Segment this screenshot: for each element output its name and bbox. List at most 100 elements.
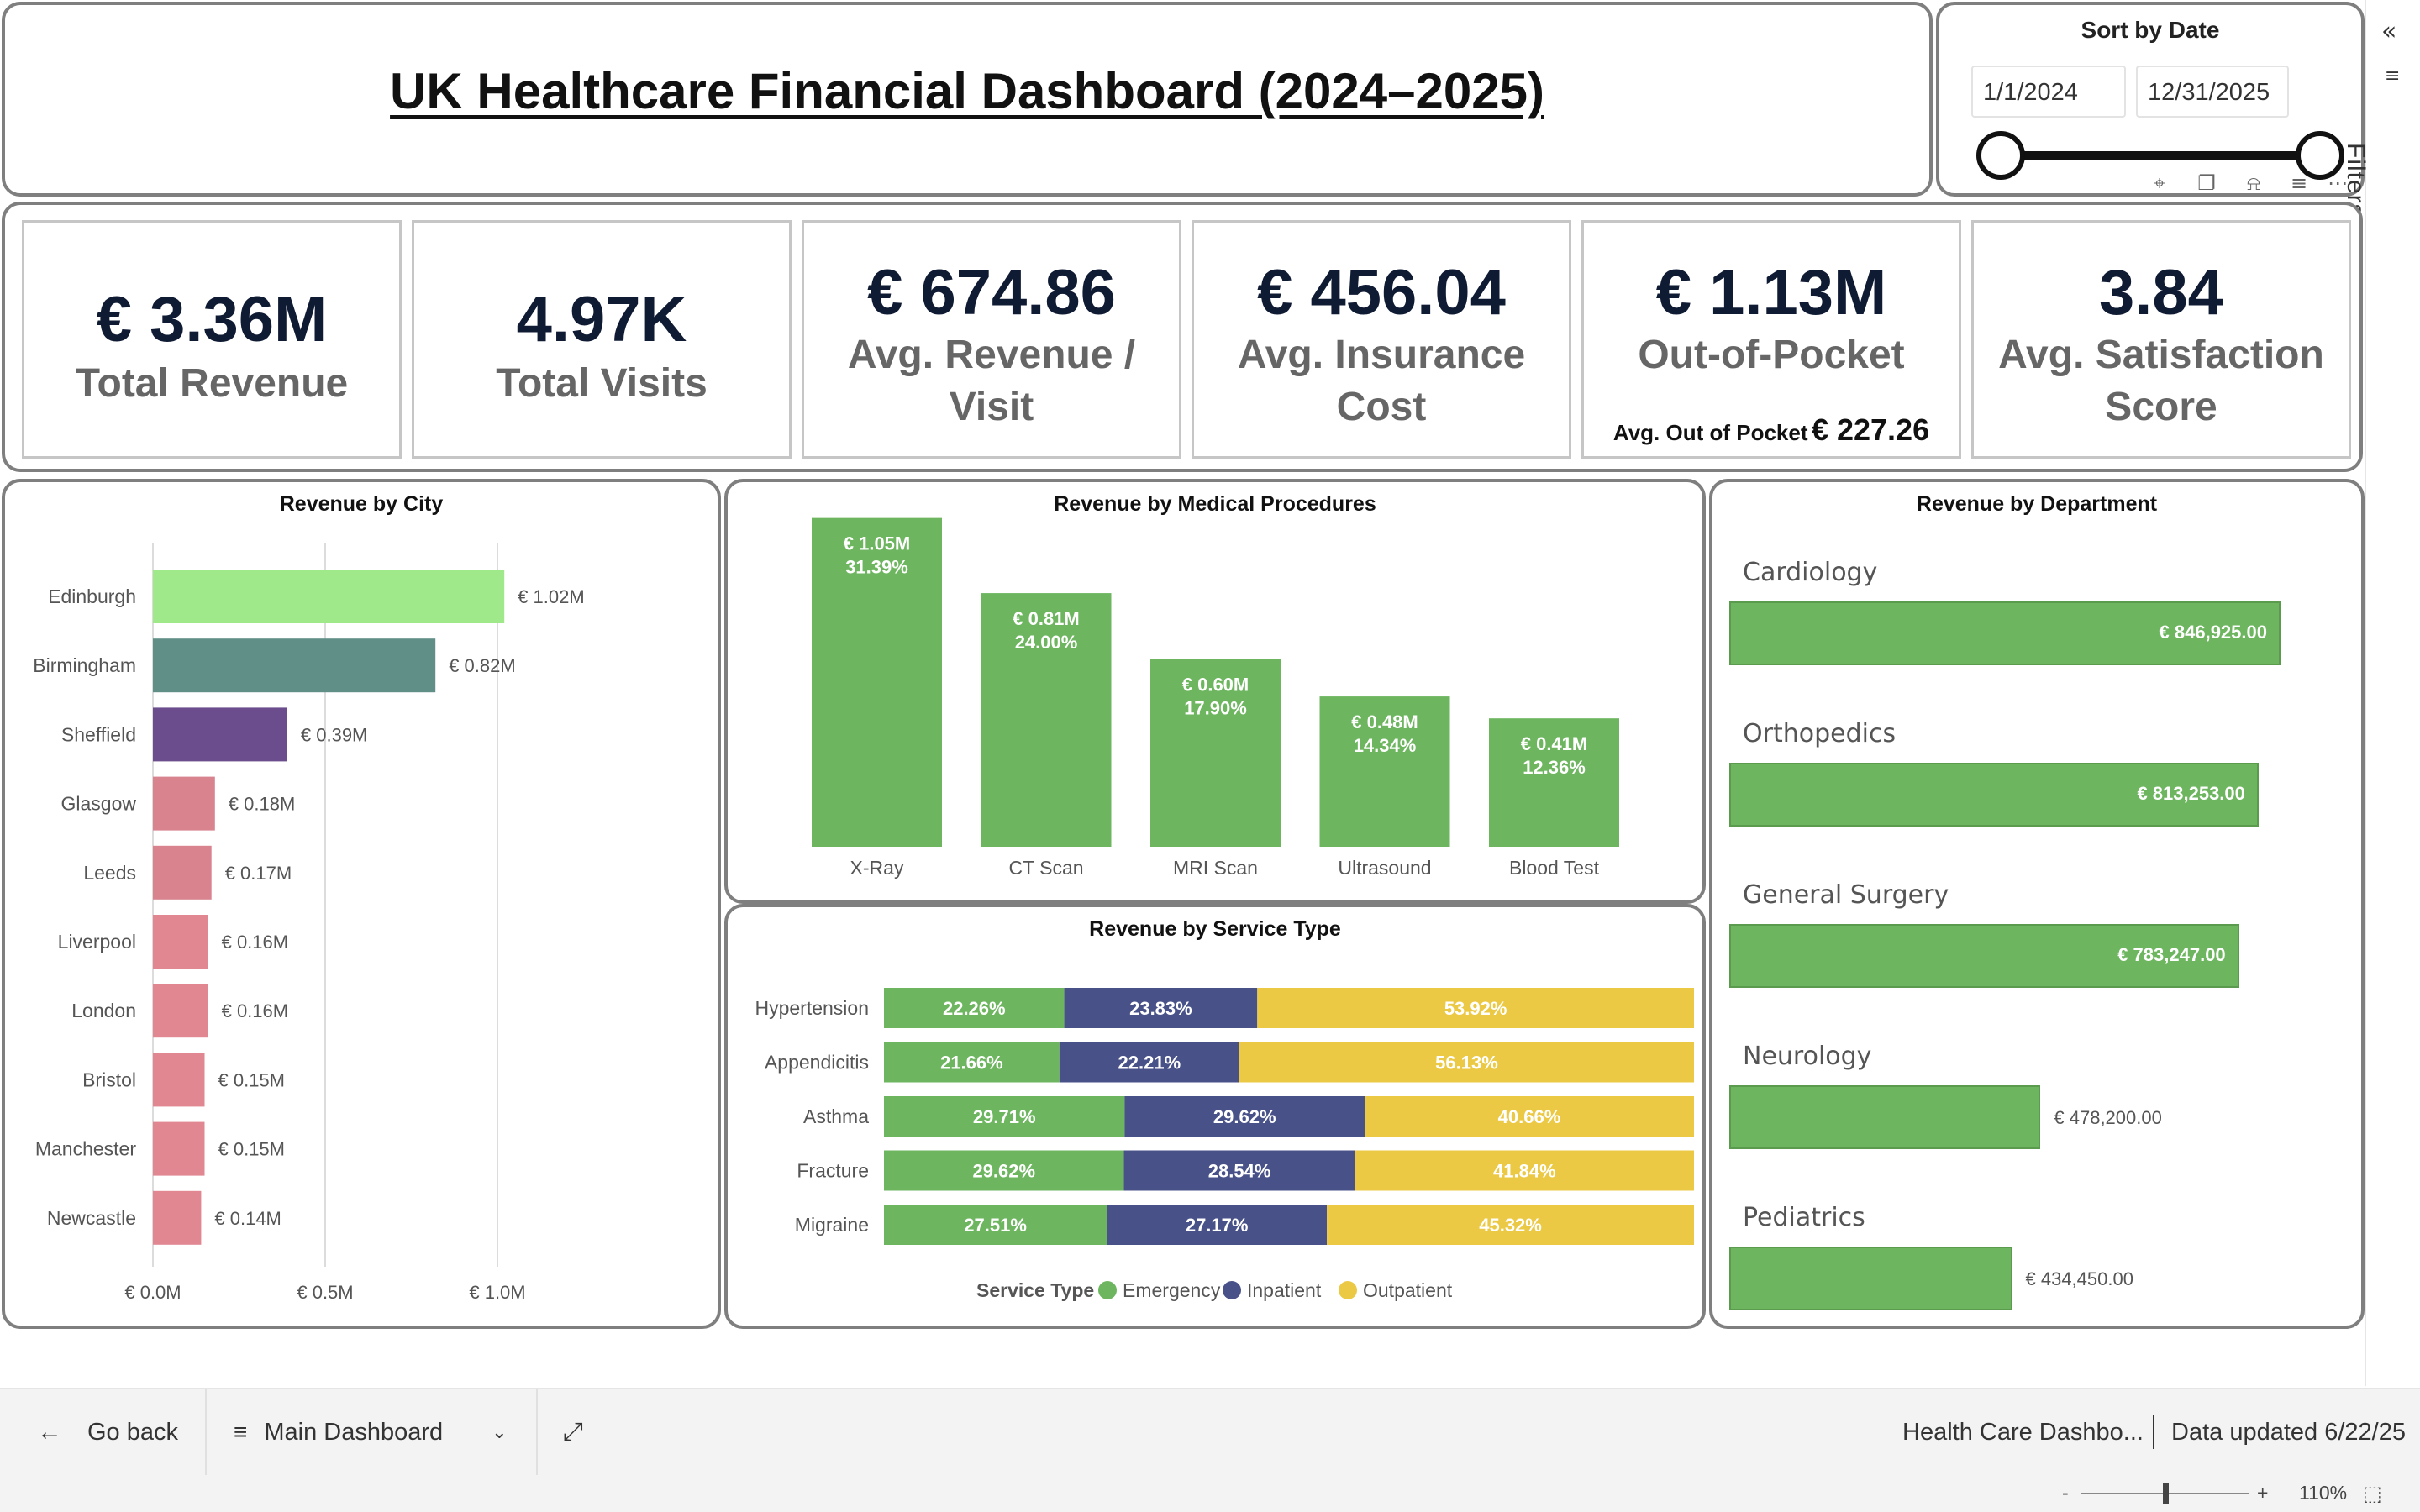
chevron-down-icon: ⌄ bbox=[492, 1421, 508, 1442]
copy-icon[interactable]: ❐ bbox=[2197, 171, 2216, 195]
report-footer: ← Go back ≡ Main Dashboard ⌄ ⤢ Health Ca… bbox=[0, 1388, 2420, 1476]
segment-percent-label: 23.83% bbox=[1129, 998, 1192, 1019]
end-date-handle[interactable] bbox=[2296, 131, 2344, 180]
city-label: Newcastle bbox=[47, 1207, 136, 1229]
department-bar bbox=[1729, 1085, 2041, 1149]
bar-percent-label: 31.39% bbox=[845, 557, 908, 578]
fit-to-page-icon[interactable]: ⬚ bbox=[2363, 1483, 2382, 1505]
page-list-icon: ≡ bbox=[234, 1419, 248, 1445]
exit-focus-button[interactable]: ⤢ bbox=[563, 1389, 583, 1476]
page-selector-label: Main Dashboard bbox=[264, 1418, 444, 1446]
bar-data-label: € 0.15M bbox=[218, 1139, 286, 1160]
date-slicer: Sort by Date 1/1/2024 12/31/2025 ⌖ ❐ ⍾ ≡… bbox=[1936, 2, 2365, 197]
title-panel: UK Healthcare Financial Dashboard (2024–… bbox=[2, 2, 1933, 197]
department-label: General Surgery bbox=[1743, 880, 1949, 910]
bar-value-label: € 0.41M bbox=[1521, 733, 1588, 754]
kpi-out-of-pocket: € 1.13M Out-of-Pocket Avg. Out of Pocket… bbox=[1581, 220, 1961, 459]
city-chart-plot: € 0.0M € 0.5M € 1.0M Edinburgh € 1.02M Birmin… bbox=[33, 543, 585, 1303]
page-title: UK Healthcare Financial Dashboard (2024–… bbox=[390, 63, 1544, 119]
revenue-by-procedure-chart[interactable]: Revenue by Medical Procedures € 1.05M 31.… bbox=[724, 479, 1706, 904]
kpi-label: Total Revenue bbox=[75, 361, 349, 406]
segment-percent-label: 29.71% bbox=[973, 1106, 1036, 1127]
stacked-bar-segment bbox=[1355, 1150, 1694, 1191]
stacked-bar-segment bbox=[1124, 1096, 1365, 1137]
filter-lines-icon[interactable]: ≡ bbox=[2385, 66, 2401, 87]
bar-data-label: € 783,247.00 bbox=[2118, 944, 2226, 965]
segment-percent-label: 45.32% bbox=[1479, 1215, 1542, 1236]
department-bar bbox=[1729, 1247, 2012, 1310]
city-label: Sheffield bbox=[61, 723, 136, 745]
city-bar bbox=[153, 1190, 202, 1245]
bar-data-label: € 813,253.00 bbox=[2137, 783, 2245, 804]
zoom-slider-handle[interactable] bbox=[2163, 1483, 2169, 1504]
filters-pane-collapsed[interactable]: « ≡ Filters bbox=[2342, 0, 2420, 1386]
legend-label: Emergency bbox=[1123, 1279, 1221, 1301]
legend-label: Inpatient bbox=[1247, 1279, 1322, 1301]
report-name[interactable]: Health Care Dashbo... bbox=[1902, 1418, 2144, 1446]
service-type-chart-plot: Hypertension 22.26% 23.83% 53.92% Appendicit… bbox=[755, 988, 1694, 1301]
kpi-label-line1: Avg. Insurance bbox=[1237, 333, 1526, 377]
date-range-track[interactable] bbox=[2002, 151, 2323, 160]
stacked-bar-segment bbox=[1107, 1205, 1328, 1245]
kpi-sub-label: Avg. Out of Pocket bbox=[1612, 420, 1808, 445]
segment-percent-label: 53.92% bbox=[1444, 998, 1507, 1019]
bar-data-label: € 0.82M bbox=[449, 655, 516, 676]
zoom-in-button[interactable]: + bbox=[2257, 1482, 2269, 1504]
department-bar: € 783,247.00 bbox=[1729, 924, 2239, 988]
end-date-input[interactable]: 12/31/2025 bbox=[2136, 66, 2289, 118]
pin-icon[interactable]: ⌖ bbox=[2154, 171, 2165, 195]
city-bar bbox=[153, 1053, 205, 1107]
more-options-icon[interactable]: ⋯ bbox=[2328, 171, 2348, 195]
bar-value-label: € 0.81M bbox=[1013, 608, 1080, 629]
start-date-input[interactable]: 1/1/2024 bbox=[1971, 66, 2126, 118]
bell-icon[interactable]: ⍾ bbox=[2247, 171, 2260, 195]
procedure-bar bbox=[1150, 659, 1281, 847]
status-bar: - + 110% ⬚ bbox=[0, 1475, 2420, 1512]
city-bar bbox=[153, 707, 287, 762]
double-chevron-left-icon[interactable]: « bbox=[2381, 17, 2397, 46]
city-label: Edinburgh bbox=[48, 585, 136, 607]
slicer-title: Sort by Date bbox=[2081, 17, 2220, 43]
stacked-bar-segment bbox=[1257, 988, 1694, 1028]
kpi-avg-insurance-cost: € 456.04 Avg. Insurance Cost bbox=[1192, 220, 1571, 459]
revenue-by-city-chart[interactable]: Revenue by City € 0.0M € 0.5M € 1.0M Edinbu… bbox=[2, 479, 721, 1329]
x-tick-label: € 0.5M bbox=[297, 1282, 353, 1303]
procedure-bar bbox=[812, 517, 942, 847]
segment-percent-label: 56.13% bbox=[1435, 1053, 1498, 1074]
kpi-avg-revenue-per-visit: € 674.86 Avg. Revenue / Visit bbox=[802, 220, 1181, 459]
divider bbox=[205, 1389, 207, 1476]
kpi-total-visits: 4.97K Total Visits bbox=[412, 220, 792, 459]
segment-percent-label: 29.62% bbox=[1213, 1106, 1276, 1127]
kpi-label-line1: Avg. Revenue / bbox=[847, 333, 1136, 377]
segment-percent-label: 41.84% bbox=[1493, 1161, 1556, 1182]
city-bar bbox=[153, 570, 505, 623]
procedure-bar bbox=[1319, 696, 1450, 847]
service-category-label: Hypertension bbox=[755, 997, 869, 1019]
kpi-value: 3.84 bbox=[2099, 257, 2223, 328]
legend-marker bbox=[1339, 1281, 1357, 1299]
go-back-button[interactable]: ← Go back bbox=[37, 1389, 178, 1476]
legend-marker bbox=[1098, 1281, 1117, 1299]
service-category-label: Migraine bbox=[795, 1214, 869, 1236]
stacked-bar-segment bbox=[1327, 1205, 1694, 1245]
divider bbox=[536, 1389, 538, 1476]
stacked-bar-segment bbox=[884, 1042, 1060, 1083]
start-date-handle[interactable] bbox=[1976, 131, 2025, 180]
chart-title: Revenue by Service Type bbox=[1089, 917, 1341, 941]
stacked-bar-segment bbox=[884, 988, 1065, 1028]
city-label: Bristol bbox=[82, 1068, 136, 1090]
city-label: Manchester bbox=[35, 1138, 137, 1160]
stacked-bar-segment bbox=[884, 1150, 1124, 1191]
bar-data-label: € 0.14M bbox=[214, 1208, 281, 1229]
service-category-label: Asthma bbox=[803, 1105, 869, 1127]
stacked-bar-segment bbox=[884, 1205, 1107, 1245]
revenue-by-department-chart[interactable]: Revenue by Department Cardiology € 846,92… bbox=[1709, 479, 2365, 1329]
zoom-out-button[interactable]: - bbox=[2062, 1482, 2069, 1504]
segment-percent-label: 21.66% bbox=[940, 1053, 1003, 1074]
procedure-bar bbox=[981, 593, 1112, 847]
zoom-level[interactable]: 110% bbox=[2299, 1482, 2348, 1504]
filter-icon[interactable]: ≡ bbox=[2290, 171, 2308, 195]
page-selector[interactable]: ≡ Main Dashboard ⌄ bbox=[234, 1389, 508, 1476]
revenue-by-service-type-chart[interactable]: Revenue by Service Type Hypertension 22.2… bbox=[724, 904, 1706, 1329]
chart-title: Revenue by Medical Procedures bbox=[1054, 492, 1376, 516]
